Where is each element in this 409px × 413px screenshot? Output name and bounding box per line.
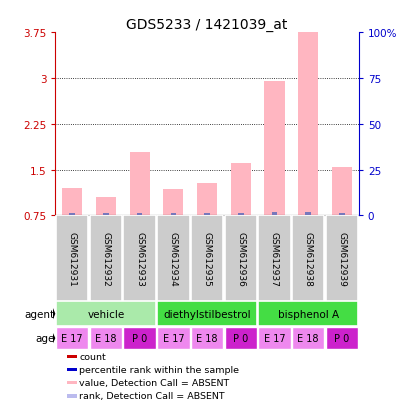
Bar xyxy=(137,214,142,216)
Text: GSM612932: GSM612932 xyxy=(101,231,110,286)
Bar xyxy=(325,327,357,349)
Polygon shape xyxy=(53,309,55,320)
Text: E 17: E 17 xyxy=(61,333,83,343)
Bar xyxy=(67,381,77,385)
Bar xyxy=(157,301,256,326)
Bar xyxy=(62,188,82,216)
Polygon shape xyxy=(53,333,55,344)
Text: P 0: P 0 xyxy=(333,333,348,343)
Text: GSM612935: GSM612935 xyxy=(202,231,211,286)
Bar xyxy=(123,216,155,301)
Bar xyxy=(56,301,155,326)
Bar xyxy=(291,327,324,349)
Bar xyxy=(69,214,75,216)
Title: GDS5233 / 1421039_at: GDS5233 / 1421039_at xyxy=(126,18,287,32)
Bar xyxy=(224,327,256,349)
Bar xyxy=(67,355,77,358)
Text: E 17: E 17 xyxy=(162,333,184,343)
Bar xyxy=(331,167,351,216)
Bar xyxy=(129,153,149,216)
Bar xyxy=(191,327,222,349)
Bar xyxy=(90,216,122,301)
Bar xyxy=(196,183,217,216)
Text: E 18: E 18 xyxy=(95,333,117,343)
Text: count: count xyxy=(79,352,106,361)
Text: GSM612931: GSM612931 xyxy=(67,231,76,286)
Bar xyxy=(157,327,189,349)
Text: GSM612939: GSM612939 xyxy=(337,231,346,286)
Text: GSM612933: GSM612933 xyxy=(135,231,144,286)
Text: GSM612937: GSM612937 xyxy=(269,231,278,286)
Text: rank, Detection Call = ABSENT: rank, Detection Call = ABSENT xyxy=(79,392,225,401)
Text: bisphenol A: bisphenol A xyxy=(277,309,338,319)
Text: GSM612934: GSM612934 xyxy=(169,231,178,286)
Text: E 18: E 18 xyxy=(297,333,318,343)
Text: diethylstilbestrol: diethylstilbestrol xyxy=(163,309,250,319)
Bar xyxy=(338,214,344,216)
Bar xyxy=(291,216,324,301)
Bar xyxy=(170,214,176,216)
Text: E 18: E 18 xyxy=(196,333,217,343)
Bar xyxy=(297,33,317,216)
Text: age: age xyxy=(35,333,54,343)
Bar xyxy=(230,164,250,216)
Bar xyxy=(258,327,290,349)
Bar xyxy=(325,216,357,301)
Bar xyxy=(258,301,357,326)
Bar xyxy=(123,327,155,349)
Bar xyxy=(204,214,209,216)
Bar xyxy=(157,216,189,301)
Text: E 17: E 17 xyxy=(263,333,285,343)
Bar xyxy=(305,213,310,216)
Text: value, Detection Call = ABSENT: value, Detection Call = ABSENT xyxy=(79,378,229,387)
Text: agent: agent xyxy=(25,309,54,319)
Bar xyxy=(90,327,122,349)
Bar xyxy=(264,82,284,216)
Bar xyxy=(271,213,276,216)
Text: GSM612936: GSM612936 xyxy=(236,231,245,286)
Text: P 0: P 0 xyxy=(132,333,147,343)
Bar xyxy=(103,214,108,216)
Bar xyxy=(56,216,88,301)
Bar xyxy=(67,394,77,398)
Text: P 0: P 0 xyxy=(233,333,248,343)
Bar xyxy=(67,368,77,371)
Bar xyxy=(96,197,116,216)
Bar xyxy=(224,216,256,301)
Bar xyxy=(191,216,222,301)
Text: percentile rank within the sample: percentile rank within the sample xyxy=(79,365,239,374)
Bar xyxy=(56,327,88,349)
Bar xyxy=(237,214,243,216)
Bar xyxy=(163,190,183,216)
Bar xyxy=(258,216,290,301)
Text: vehicle: vehicle xyxy=(87,309,124,319)
Text: GSM612938: GSM612938 xyxy=(303,231,312,286)
